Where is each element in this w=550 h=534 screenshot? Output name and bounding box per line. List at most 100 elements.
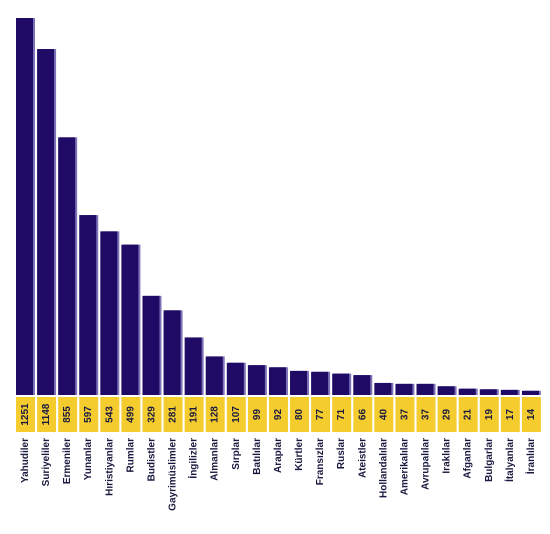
bar: [79, 215, 97, 395]
bar: [142, 295, 160, 395]
bar: [416, 383, 434, 395]
value-strip: [395, 397, 415, 432]
value-strip: [100, 397, 120, 432]
value-strip: [416, 397, 436, 432]
category-label: Ateistler: [357, 438, 368, 478]
value-strip: [268, 397, 288, 432]
category-label: Gayrimüslimler: [168, 438, 179, 511]
bar: [479, 389, 497, 395]
category-label: Ruslar: [336, 438, 347, 469]
value-strip: [142, 397, 162, 432]
value-label: 71: [336, 409, 347, 421]
value-label: 40: [378, 409, 389, 421]
bar: [290, 370, 308, 395]
category-label: İranlılar: [524, 438, 537, 474]
value-label: 1148: [41, 403, 52, 425]
category-label: Yahudiler: [20, 438, 31, 483]
value-label: 17: [505, 409, 516, 421]
category-label: Ermeniler: [62, 438, 73, 484]
bar: [374, 382, 392, 395]
bar: [247, 365, 265, 395]
value-label: 66: [357, 409, 368, 421]
bar: [37, 49, 55, 395]
bar: [121, 244, 139, 395]
bar: [58, 137, 76, 395]
value-label: 37: [421, 409, 432, 421]
bars-group: [16, 18, 541, 432]
category-label: İtalyanlar: [503, 438, 516, 482]
bar: [500, 389, 518, 395]
value-label: 29: [442, 409, 453, 421]
value-strip: [16, 397, 35, 432]
category-label: Suriyeliler: [41, 438, 52, 486]
bar: [184, 337, 202, 395]
value-strip: [521, 397, 541, 432]
value-label: 597: [83, 406, 94, 423]
category-label: Iraklılar: [442, 438, 453, 474]
value-strip: [79, 397, 99, 432]
bar: [268, 367, 286, 395]
value-label: 107: [231, 406, 242, 423]
value-label: 80: [294, 409, 305, 421]
value-label: 19: [484, 409, 495, 421]
value-label: 281: [168, 406, 179, 423]
value-strip: [374, 397, 394, 432]
bar: [205, 356, 223, 395]
value-strip: [163, 397, 183, 432]
category-label: İngilizler: [187, 438, 200, 479]
category-label: Fransızlar: [315, 438, 326, 485]
bar: [332, 373, 350, 395]
bar: [521, 390, 539, 395]
value-label: 329: [146, 406, 157, 423]
bar: [311, 371, 329, 395]
value-strip: [37, 397, 57, 432]
bar: [353, 375, 371, 395]
category-label: Budistler: [146, 438, 157, 481]
value-strip: [184, 397, 204, 432]
value-label: 99: [252, 409, 263, 421]
category-label: Hollandalılar: [378, 438, 389, 498]
value-label: 191: [189, 406, 200, 423]
value-strip: [311, 397, 331, 432]
value-label: 77: [315, 409, 326, 421]
category-label: Almanlar: [210, 438, 221, 481]
value-label: 128: [210, 406, 221, 423]
value-strip: [479, 397, 499, 432]
value-strip: [121, 397, 141, 432]
value-label: 499: [125, 406, 136, 423]
value-strip: [205, 397, 225, 432]
value-strip: [500, 397, 520, 432]
value-strip: [290, 397, 310, 432]
value-strip: [353, 397, 373, 432]
category-labels-group: Yahudiler Suriyeliler Ermeniler Yunanlar Hır…: [20, 438, 537, 511]
bar: [437, 386, 455, 395]
category-label: Batılılar: [252, 438, 263, 475]
category-label: Araplar: [273, 438, 284, 473]
category-label: Afganlar: [463, 438, 474, 479]
bar: [458, 388, 476, 395]
category-label: Sırplar: [231, 438, 242, 470]
value-label: 92: [273, 409, 284, 421]
value-strip: [226, 397, 246, 432]
bar: [395, 383, 413, 395]
bar: [100, 231, 118, 395]
value-strip: [458, 397, 478, 432]
value-label: 21: [463, 409, 474, 421]
category-label: Hıristiyanlar: [104, 438, 115, 496]
value-label: 14: [526, 409, 537, 421]
category-label: Yunanlar: [83, 438, 94, 480]
bar: [163, 310, 181, 395]
value-strip: [332, 397, 352, 432]
bar: [16, 18, 33, 395]
category-label: Amerikalılar: [399, 438, 410, 495]
value-labels-group: 1251 1148 855 597 543 499 329 281 191 128 107 99 92 8…: [20, 403, 537, 426]
value-strip: [247, 397, 267, 432]
category-label: Kürtler: [294, 438, 305, 471]
value-label: 855: [62, 406, 73, 423]
category-label: Avrupalılar: [421, 438, 432, 490]
value-label: 543: [104, 406, 115, 423]
category-label: Bulgarlar: [484, 438, 495, 482]
value-label: 37: [399, 409, 410, 421]
value-label: 1251: [20, 403, 31, 426]
